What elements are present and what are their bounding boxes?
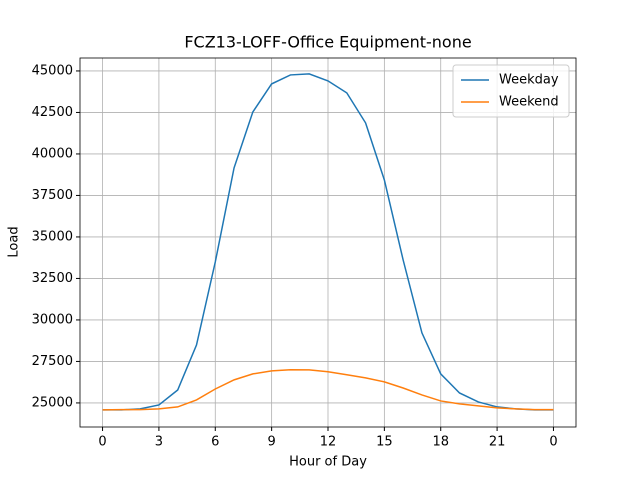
x-tick-label: 6 [211, 435, 219, 450]
legend-label: Weekend [499, 95, 559, 110]
series-line [102, 368, 554, 411]
y-tick-label: 27500 [32, 354, 73, 369]
x-tick-label: 9 [267, 435, 275, 450]
y-tick-label: 30000 [32, 312, 73, 327]
x-tick-label: 18 [432, 435, 449, 450]
x-tick-label: 21 [489, 435, 506, 450]
legend-label: Weekday [499, 73, 559, 88]
y-tick-label: 32500 [32, 271, 73, 286]
x-axis-label: Hour of Day [289, 455, 367, 470]
y-tick-label: 37500 [32, 188, 73, 203]
y-tick-label: 42500 [32, 105, 73, 120]
y-tick-label: 40000 [32, 146, 73, 161]
y-tick-label: 25000 [32, 395, 73, 410]
y-tick-label: 45000 [32, 63, 73, 78]
x-tick-label: 0 [549, 435, 557, 450]
x-tick-label: 3 [155, 435, 163, 450]
plot-frame [79, 57, 577, 428]
y-axis-label: Load [7, 226, 22, 257]
chart-title: FCZ13-LOFF-Office Equipment-none [184, 33, 471, 52]
x-tick-label: 0 [98, 435, 106, 450]
y-tick-label: 35000 [32, 229, 73, 244]
legend-box [452, 64, 570, 118]
series-line [102, 73, 554, 411]
x-tick-label: 12 [320, 435, 337, 450]
x-tick-label: 15 [376, 435, 393, 450]
